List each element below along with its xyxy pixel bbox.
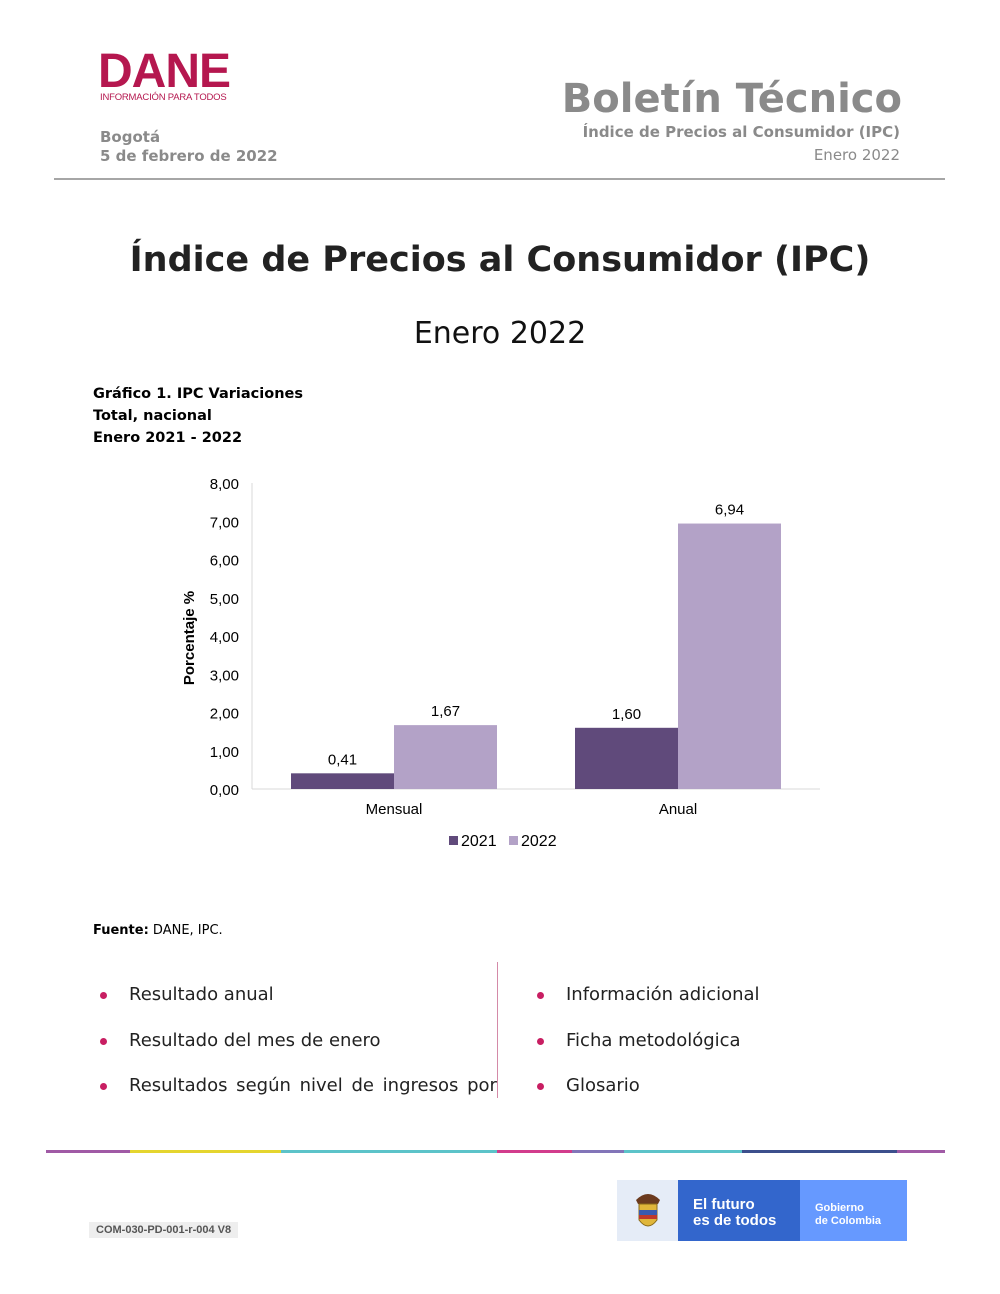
date: 5 de febrero de 2022 bbox=[100, 147, 278, 165]
bullet-icon bbox=[537, 992, 544, 999]
link-label: Ficha metodológica bbox=[566, 1030, 741, 1051]
link-label: Resultados según nivel de ingresos por bbox=[129, 1075, 497, 1096]
link-label: Resultado del mes de enero bbox=[129, 1030, 381, 1051]
y-tick-label: 8,00 bbox=[210, 476, 239, 493]
source-label: Fuente: bbox=[93, 923, 149, 938]
link-resultado-mes[interactable]: Resultado del mes de enero bbox=[100, 1030, 381, 1051]
bar-2022-anual bbox=[678, 523, 781, 789]
link-label: Información adicional bbox=[566, 984, 760, 1005]
links-divider bbox=[497, 962, 498, 1098]
link-ficha-metodologica[interactable]: Ficha metodológica bbox=[537, 1030, 741, 1051]
gov-name-1: Gobierno bbox=[815, 1202, 864, 1214]
legend-swatch-2021 bbox=[449, 836, 458, 845]
y-tick-label: 7,00 bbox=[210, 514, 239, 531]
link-glosario[interactable]: Glosario bbox=[537, 1075, 640, 1096]
y-tick-label: 4,00 bbox=[210, 629, 239, 646]
city: Bogotá bbox=[100, 128, 161, 146]
data-label: 1,60 bbox=[612, 706, 641, 723]
link-informacion-adicional[interactable]: Información adicional bbox=[537, 984, 760, 1005]
dane-logo: DANE bbox=[98, 45, 231, 98]
y-tick-label: 0,00 bbox=[210, 782, 239, 799]
footer-color-bar bbox=[46, 1150, 945, 1153]
color-segment bbox=[572, 1150, 624, 1153]
bullet-icon bbox=[100, 1038, 107, 1045]
data-label: 0,41 bbox=[328, 751, 357, 768]
y-tick-label: 5,00 bbox=[210, 591, 239, 608]
page-title: Índice de Precios al Consumidor (IPC) bbox=[129, 240, 871, 280]
link-label: Resultado anual bbox=[129, 984, 274, 1005]
dane-tagline: INFORMACIÓN PARA TODOS bbox=[100, 92, 227, 103]
gov-slogan-2: es de todos bbox=[693, 1212, 777, 1229]
legend-label-2021: 2021 bbox=[461, 833, 497, 850]
y-axis-label: Porcentaje % bbox=[181, 591, 198, 685]
bullet-icon bbox=[537, 1083, 544, 1090]
legend-label-2022: 2022 bbox=[521, 833, 557, 850]
color-segment bbox=[742, 1150, 897, 1153]
x-tick-label: Mensual bbox=[366, 801, 423, 818]
bar-2021-mensual bbox=[291, 773, 394, 789]
gov-name-2: de Colombia bbox=[815, 1215, 882, 1227]
color-segment bbox=[624, 1150, 742, 1153]
bullet-icon bbox=[100, 992, 107, 999]
bullet-icon bbox=[100, 1083, 107, 1090]
coat-of-arms-icon bbox=[617, 1180, 678, 1241]
gobierno-colombia-logo: El futuro es de todos Gobierno de Colombia bbox=[617, 1180, 907, 1241]
chart-caption-1: Gráfico 1. IPC Variaciones bbox=[93, 386, 303, 402]
y-tick-label: 6,00 bbox=[210, 553, 239, 570]
bulletin-title: Boletín Técnico bbox=[561, 76, 902, 122]
page-subtitle: Enero 2022 bbox=[413, 316, 587, 351]
chart-caption-3: Enero 2021 - 2022 bbox=[93, 430, 243, 446]
chart-caption-2: Total, nacional bbox=[93, 408, 212, 424]
color-segment bbox=[46, 1150, 130, 1153]
y-tick-label: 3,00 bbox=[210, 667, 239, 684]
color-segment bbox=[497, 1150, 572, 1153]
bar-2022-mensual bbox=[394, 725, 497, 789]
bar-2021-anual bbox=[575, 727, 678, 789]
data-label: 1,67 bbox=[431, 703, 460, 720]
bulletin-subtitle: Índice de Precios al Consumidor (IPC) bbox=[582, 123, 900, 141]
y-tick-label: 1,00 bbox=[210, 744, 239, 761]
color-segment bbox=[897, 1150, 945, 1153]
bullet-icon bbox=[537, 1038, 544, 1045]
link-label: Glosario bbox=[566, 1075, 640, 1096]
source-note: Fuente: DANE, IPC. bbox=[93, 923, 223, 938]
header-divider bbox=[54, 178, 945, 180]
bulletin-period: Enero 2022 bbox=[813, 146, 900, 164]
link-resultado-anual[interactable]: Resultado anual bbox=[100, 984, 274, 1005]
color-segment bbox=[130, 1150, 281, 1153]
document-code: COM-030-PD-001-r-004 V8 bbox=[89, 1222, 239, 1238]
color-segment bbox=[281, 1150, 497, 1153]
source-text: DANE, IPC. bbox=[148, 923, 223, 938]
data-label: 6,94 bbox=[715, 502, 744, 519]
legend-swatch-2022 bbox=[509, 836, 518, 845]
link-resultados-ingresos[interactable]: Resultados según nivel de ingresos por bbox=[100, 1075, 497, 1096]
x-tick-label: Anual bbox=[659, 801, 697, 818]
ipc-chart: 0,00 1,00 2,00 3,00 4,00 5,00 6,00 7,00 8,00 Por… bbox=[181, 476, 820, 850]
gov-slogan-1: El futuro bbox=[693, 1196, 755, 1213]
y-tick-label: 2,00 bbox=[210, 706, 239, 723]
